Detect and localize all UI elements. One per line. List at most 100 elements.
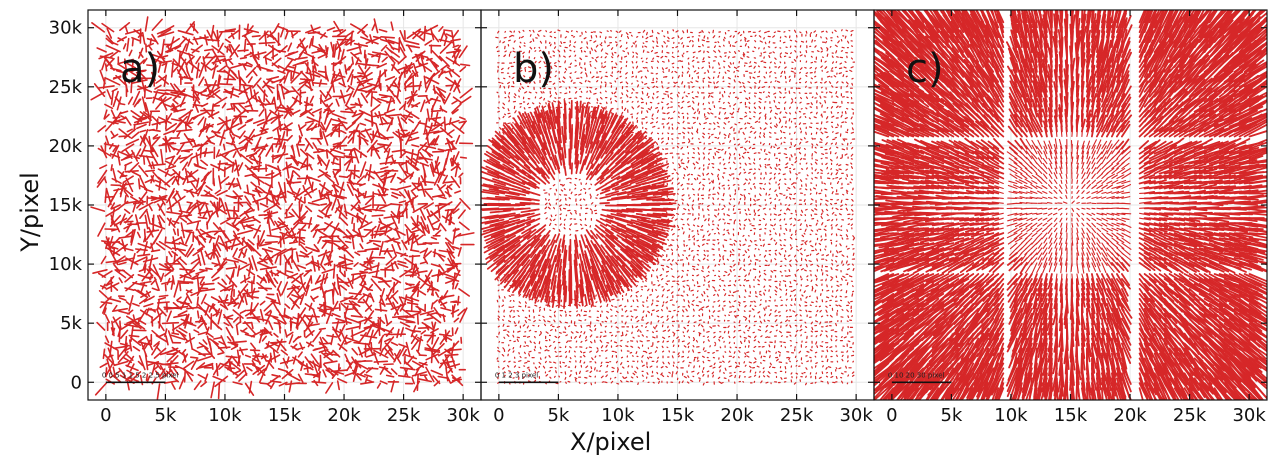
vector-arrow	[600, 275, 609, 293]
vector-arrow	[118, 128, 132, 139]
vector-arrow	[208, 135, 215, 140]
vector-arrow	[574, 41, 577, 44]
vector-arrow	[109, 340, 113, 358]
vector-arrow	[106, 297, 122, 303]
vector-arrow	[104, 313, 110, 324]
vector-arrow	[590, 163, 600, 176]
vector-arrow	[264, 196, 273, 203]
vector-field	[90, 16, 475, 400]
vector-arrow	[358, 79, 370, 87]
vector-arrow	[591, 75, 595, 79]
vector-arrow	[124, 24, 129, 34]
vector-arrow	[599, 364, 603, 368]
vector-arrow	[621, 92, 624, 96]
vector-arrow	[151, 115, 161, 125]
vector-arrow	[433, 306, 442, 318]
vector-arrow	[635, 153, 654, 165]
vector-arrow	[300, 70, 311, 82]
vector-arrow	[497, 106, 500, 109]
vector-arrow	[199, 282, 215, 286]
vector-arrow	[157, 296, 166, 301]
vector-arrow	[411, 254, 414, 271]
vector-arrow	[230, 62, 248, 69]
vector-arrow	[539, 357, 542, 360]
vector-arrow	[245, 142, 249, 152]
vector-arrow	[232, 184, 240, 188]
vector-arrow	[543, 97, 546, 101]
vector-arrow	[526, 217, 541, 226]
vector-arrow	[564, 326, 567, 330]
vector-arrow	[600, 291, 606, 302]
vector-arrow	[245, 138, 253, 145]
vector-arrow	[569, 357, 572, 360]
vector-arrow	[346, 69, 354, 83]
vector-arrow	[108, 40, 119, 46]
vector-arrow	[452, 303, 456, 313]
vector-arrow	[305, 363, 309, 374]
vector-arrow	[437, 88, 446, 99]
vector-arrow	[96, 176, 106, 188]
vector-arrow	[585, 279, 590, 298]
vector-arrow	[323, 294, 327, 312]
vector-arrow	[397, 263, 409, 269]
vector-arrow	[251, 96, 267, 106]
vector-arrow	[549, 31, 553, 34]
vector-arrow	[291, 285, 301, 298]
vector-arrow	[514, 159, 532, 174]
vector-arrow	[551, 295, 556, 309]
vector-arrow	[165, 89, 181, 93]
vector-arrow	[538, 275, 547, 297]
vector-arrow	[324, 214, 332, 218]
vector-arrow	[185, 109, 192, 127]
vector-arrow	[397, 185, 412, 190]
vector-arrow	[304, 142, 310, 152]
vector-arrow	[257, 287, 273, 290]
vector-arrow	[399, 46, 407, 59]
vector-arrow	[258, 30, 269, 41]
vector-arrow	[540, 258, 551, 281]
vector-arrow	[257, 176, 261, 186]
vector-arrow	[264, 108, 268, 125]
vector-arrow	[289, 297, 301, 309]
vector-arrow	[401, 203, 409, 216]
vector-arrow	[523, 351, 526, 355]
vector-arrow	[526, 345, 530, 347]
vector-arrow	[545, 374, 549, 377]
vector-arrow	[585, 106, 590, 125]
vector-arrow	[640, 295, 643, 297]
vector-arrow	[359, 183, 366, 187]
vector-arrow	[324, 239, 341, 243]
vector-arrow	[118, 235, 133, 239]
vector-arrow	[285, 68, 301, 75]
vector-arrow	[102, 303, 107, 314]
vector-arrow	[239, 347, 244, 356]
vector-arrow	[525, 120, 536, 139]
vector-arrow	[395, 251, 409, 257]
vector-arrow	[303, 101, 314, 107]
vector-arrow	[539, 331, 543, 334]
vector-arrow	[631, 268, 643, 280]
vector-arrow	[524, 301, 527, 304]
vector-arrow	[110, 202, 116, 210]
vector-arrow	[497, 366, 500, 368]
vector-arrow	[623, 118, 627, 121]
vector-arrow	[156, 383, 161, 400]
vector-arrow	[575, 100, 579, 114]
vector-arrow	[399, 267, 413, 278]
vector-arrow	[275, 134, 282, 148]
vector-arrow	[494, 146, 511, 159]
vector-arrow	[286, 134, 293, 142]
vector-arrow	[458, 221, 470, 231]
vector-arrow	[625, 235, 646, 247]
vector-arrow	[447, 257, 455, 270]
vector-arrow	[371, 22, 376, 31]
vector-arrow	[441, 158, 448, 175]
vector-arrow	[282, 163, 293, 171]
vector-arrow	[579, 198, 582, 201]
vector-arrow	[502, 367, 505, 370]
vector-arrow	[257, 230, 266, 246]
vector-arrow	[431, 49, 443, 62]
vector-arrow	[446, 248, 454, 264]
vector-arrow	[344, 106, 356, 111]
vector-arrow	[372, 242, 382, 248]
